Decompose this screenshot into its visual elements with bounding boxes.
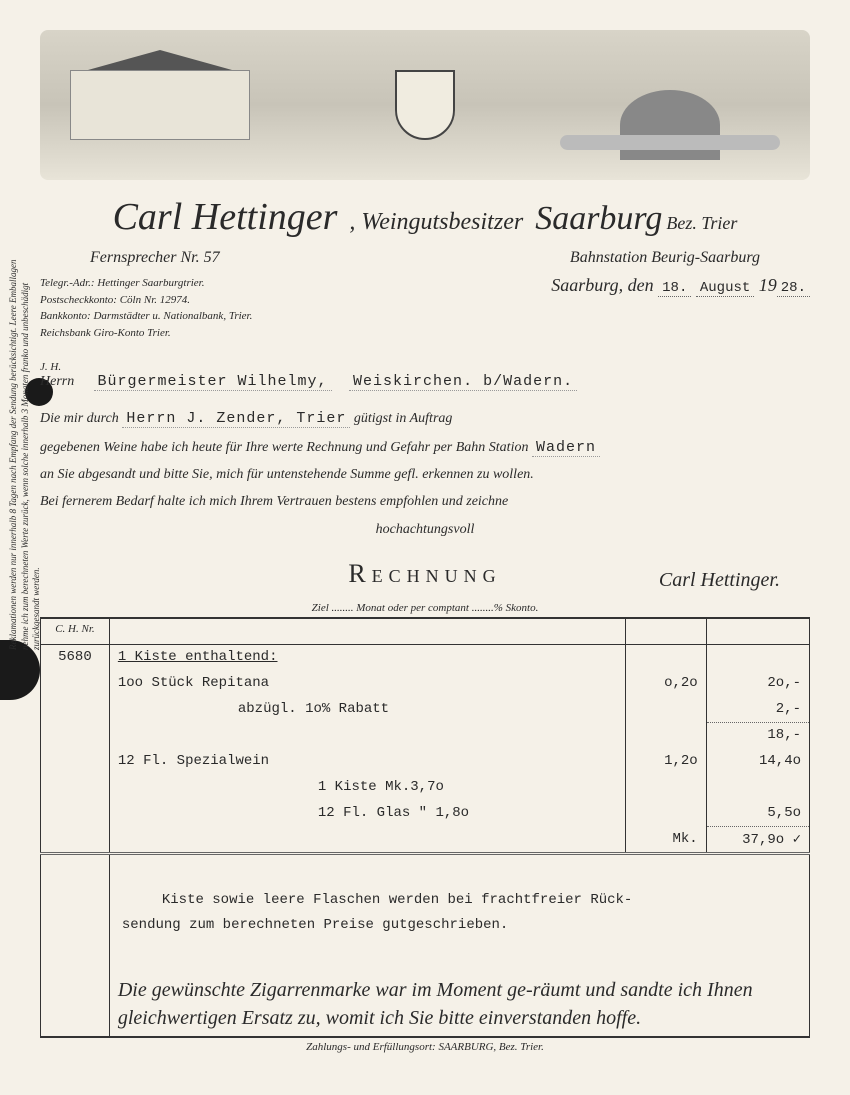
credit-note-line2: sendung zum berechneten Preise gutgeschr… bbox=[122, 913, 797, 938]
footer-jurisdiction: Zahlungs- und Erfüllungsort: SAARBURG, B… bbox=[40, 1036, 810, 1053]
agent-name: Herrn J. Zender, Trier bbox=[122, 410, 350, 428]
train-station: Bahnstation Beurig-Saarburg bbox=[570, 249, 760, 267]
addressee-salutation: Herrn bbox=[40, 374, 90, 390]
company-subline: Fernsprecher Nr. 57 Bahnstation Beurig-S… bbox=[40, 249, 810, 267]
table-row: 18,- bbox=[41, 723, 810, 749]
handwritten-note: Die gewünschte Zigarrenmarke war im Mome… bbox=[109, 972, 809, 1036]
addressee-name: Bürgermeister Wilhelmy, bbox=[94, 373, 332, 391]
postcheck-account: Postscheckkonto: Cöln Nr. 12974. bbox=[40, 292, 252, 309]
closing-word: hochachtungsvoll bbox=[376, 522, 475, 537]
handwritten-note-row: Die gewünschte Zigarrenmarke war im Mome… bbox=[41, 972, 810, 1036]
table-row: 12 Fl. Glas " 1,8o5,5o bbox=[41, 801, 810, 827]
company-name: Carl Hettinger bbox=[113, 196, 338, 238]
table-row: 56801 Kiste enthaltend: bbox=[41, 645, 810, 671]
phone-number: Fernsprecher Nr. 57 bbox=[90, 249, 220, 267]
column-header-desc bbox=[109, 619, 625, 645]
building-illustration bbox=[70, 70, 270, 160]
credit-note-row: Kiste sowie leere Flaschen werden bei fr… bbox=[41, 880, 810, 946]
date-day: 18. bbox=[658, 280, 691, 297]
table-row: abzügl. 1o% Rabatt2,- bbox=[41, 697, 810, 723]
company-description: , Weingutsbesitzer bbox=[349, 209, 523, 235]
telegraph-address: Telegr.-Adr.: Hettinger Saarburgtrier. bbox=[40, 275, 252, 292]
company-district: Bez. Trier bbox=[666, 213, 737, 233]
table-row: 1 Kiste Mk.3,7o bbox=[41, 775, 810, 801]
invoice-table: C. H. Nr. 56801 Kiste enthaltend:1oo Stü… bbox=[40, 619, 810, 1036]
table-row: 1oo Stück Repitanao,2o2o,- bbox=[41, 671, 810, 697]
company-city: Saarburg bbox=[535, 200, 662, 237]
contact-details: Telegr.-Adr.: Hettinger Saarburgtrier. P… bbox=[40, 275, 252, 341]
table-row: Mk.37,9o ✓ bbox=[41, 827, 810, 854]
column-header-nr: C. H. Nr. bbox=[41, 619, 110, 645]
column-header-price bbox=[626, 619, 706, 645]
credit-note-line1: Kiste sowie leere Flaschen werden bei fr… bbox=[122, 888, 797, 913]
letter-body: Die mir durch Herrn J. Zender, Trier güt… bbox=[40, 405, 810, 544]
column-header-total bbox=[706, 619, 809, 645]
date-line: Saarburg, den 18. August 1928. bbox=[551, 275, 810, 341]
table-row: 12 Fl. Spezialwein1,2o14,4o bbox=[41, 749, 810, 775]
date-year: 28. bbox=[777, 280, 810, 297]
addressee-block: J. H. Herrn Bürgermeister Wilhelmy, Weis… bbox=[40, 361, 810, 390]
payment-terms: Ziel ........ Monat oder per comptant ..… bbox=[40, 602, 810, 619]
addressee-prefix: J. H. bbox=[40, 361, 810, 373]
landscape-illustration bbox=[560, 70, 780, 160]
addressee-place: Weiskirchen. b/Wadern. bbox=[349, 373, 577, 391]
date-month: August bbox=[696, 280, 754, 297]
reichsbank-account: Reichsbank Giro-Konto Trier. bbox=[40, 325, 252, 342]
bank-account: Bankkonto: Darmstädter u. Nationalbank, … bbox=[40, 308, 252, 325]
coat-of-arms bbox=[385, 55, 465, 155]
company-header: Carl Hettinger , Weingutsbesitzer Saarbu… bbox=[40, 195, 810, 239]
letterhead-engraving bbox=[40, 30, 810, 180]
station-name: Wadern bbox=[532, 439, 600, 457]
